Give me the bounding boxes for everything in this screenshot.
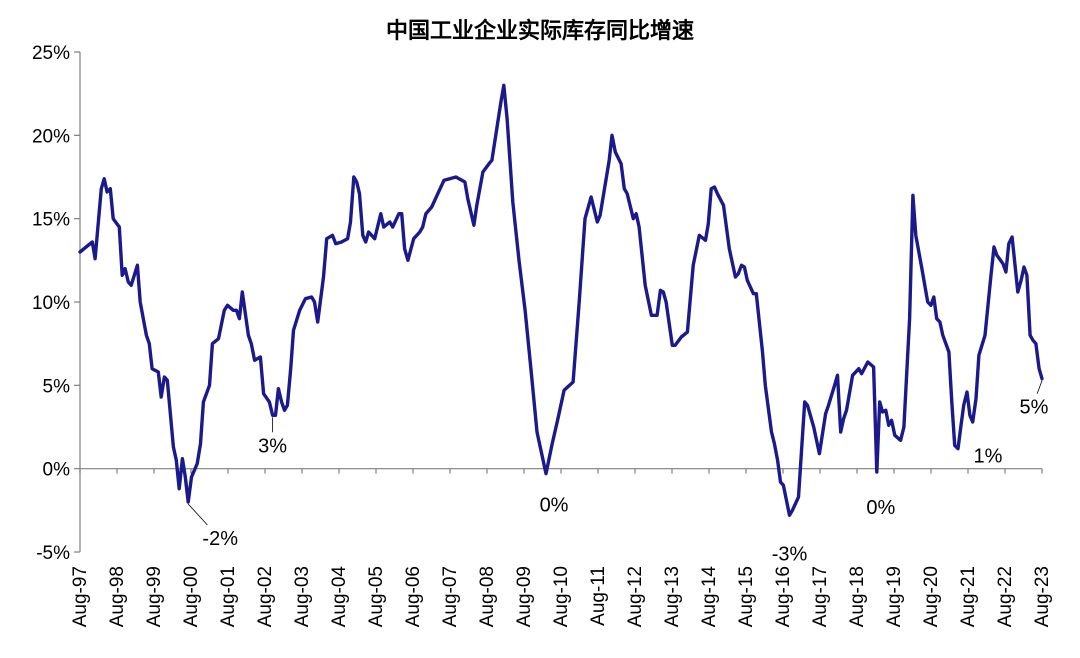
annotation-label: 3% — [258, 435, 287, 457]
annotation-label: 0% — [540, 495, 569, 517]
annotation-leader — [187, 503, 208, 526]
x-tick-label: Aug-09 — [514, 566, 535, 627]
x-tick-label: Aug-15 — [736, 566, 757, 627]
x-tick-label: Aug-04 — [329, 566, 350, 628]
series-group — [78, 83, 1044, 517]
annotations: -2% 3% 0% -3% 0% 1% 5% — [187, 380, 1049, 565]
x-tick-label: Aug-17 — [810, 566, 831, 627]
y-tick-label: 5% — [43, 376, 71, 397]
y-tick-label: -5% — [36, 543, 70, 564]
x-tick-label: Aug-08 — [477, 566, 498, 627]
annotation-label: -2% — [202, 528, 238, 550]
x-tick-label: Aug-20 — [921, 566, 942, 627]
x-tick-label: Aug-05 — [366, 566, 387, 627]
x-tick-label: Aug-16 — [773, 566, 794, 627]
x-tick-label: Aug-13 — [662, 566, 683, 627]
x-tick-label: Aug-06 — [403, 566, 424, 627]
y-tick-label: 20% — [32, 126, 70, 147]
y-tick-label: 10% — [32, 293, 70, 314]
x-tick-label: Aug-97 — [70, 566, 91, 627]
x-tick-label: Aug-11 — [588, 566, 609, 626]
series-line-0 — [78, 83, 1044, 517]
y-tick-label: 15% — [32, 210, 70, 231]
annotation-label: 5% — [1020, 397, 1049, 419]
x-tick-label: Aug-02 — [255, 566, 276, 627]
x-tick-label: Aug-03 — [292, 566, 313, 627]
annotation-label: 1% — [974, 446, 1003, 468]
x-tick-label: Aug-19 — [884, 566, 905, 627]
y-tick-label: 25% — [32, 43, 70, 64]
x-tick-label: Aug-01 — [218, 566, 239, 627]
x-tick-label: Aug-14 — [699, 566, 720, 628]
x-tick-label: Aug-23 — [1032, 566, 1053, 627]
x-tick-label: Aug-07 — [440, 566, 461, 627]
y-axis: -5% 0% 5% 10% 15% 20% 25% — [32, 43, 81, 564]
x-tick-label: Aug-98 — [107, 566, 128, 627]
x-tick-label: Aug-12 — [625, 566, 646, 627]
chart-title: 中国工业企业实际库存同比增速 — [386, 18, 694, 44]
x-tick-label: Aug-10 — [551, 566, 572, 627]
x-axis: Aug-97 Aug-98 Aug-99 Aug-00 Aug-01 Aug-02 Aug-… — [70, 468, 1053, 628]
x-tick-label: Aug-22 — [995, 566, 1016, 627]
x-tick-label: Aug-18 — [847, 566, 868, 627]
annotation-leader — [1036, 380, 1043, 394]
x-tick-label: Aug-00 — [181, 566, 202, 627]
x-tick-label: Aug-99 — [144, 566, 165, 627]
annotation-label: -3% — [772, 543, 808, 565]
annotation-label: 0% — [866, 497, 895, 519]
y-tick-label: 0% — [43, 460, 71, 481]
x-tick-label: Aug-21 — [958, 566, 979, 627]
